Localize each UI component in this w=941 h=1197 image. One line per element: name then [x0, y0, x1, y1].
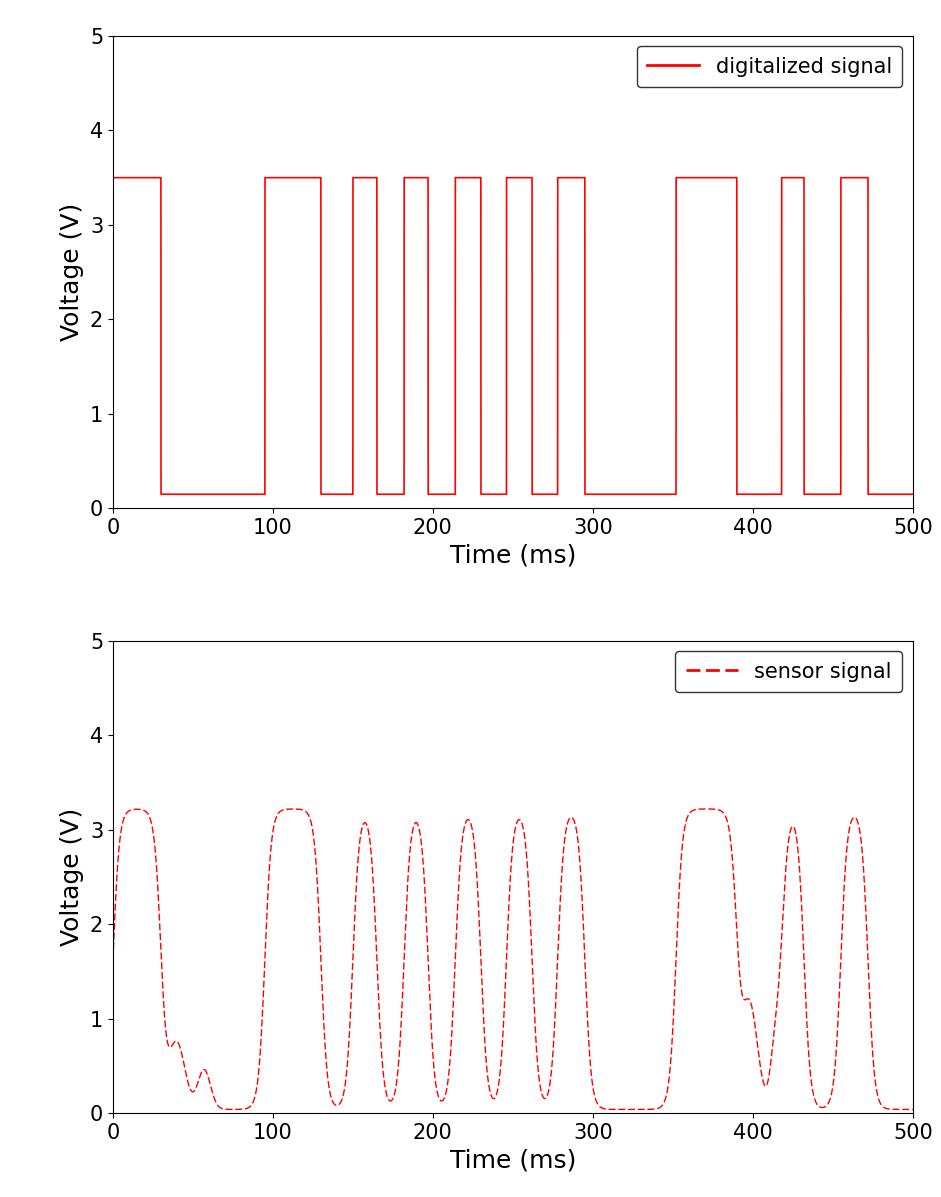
X-axis label: Time (ms): Time (ms)	[450, 543, 576, 567]
Y-axis label: Voltage (V): Voltage (V)	[60, 808, 85, 946]
Y-axis label: Voltage (V): Voltage (V)	[60, 203, 85, 341]
Legend: sensor signal: sensor signal	[676, 651, 902, 692]
X-axis label: Time (ms): Time (ms)	[450, 1148, 576, 1173]
Legend: digitalized signal: digitalized signal	[636, 47, 902, 87]
